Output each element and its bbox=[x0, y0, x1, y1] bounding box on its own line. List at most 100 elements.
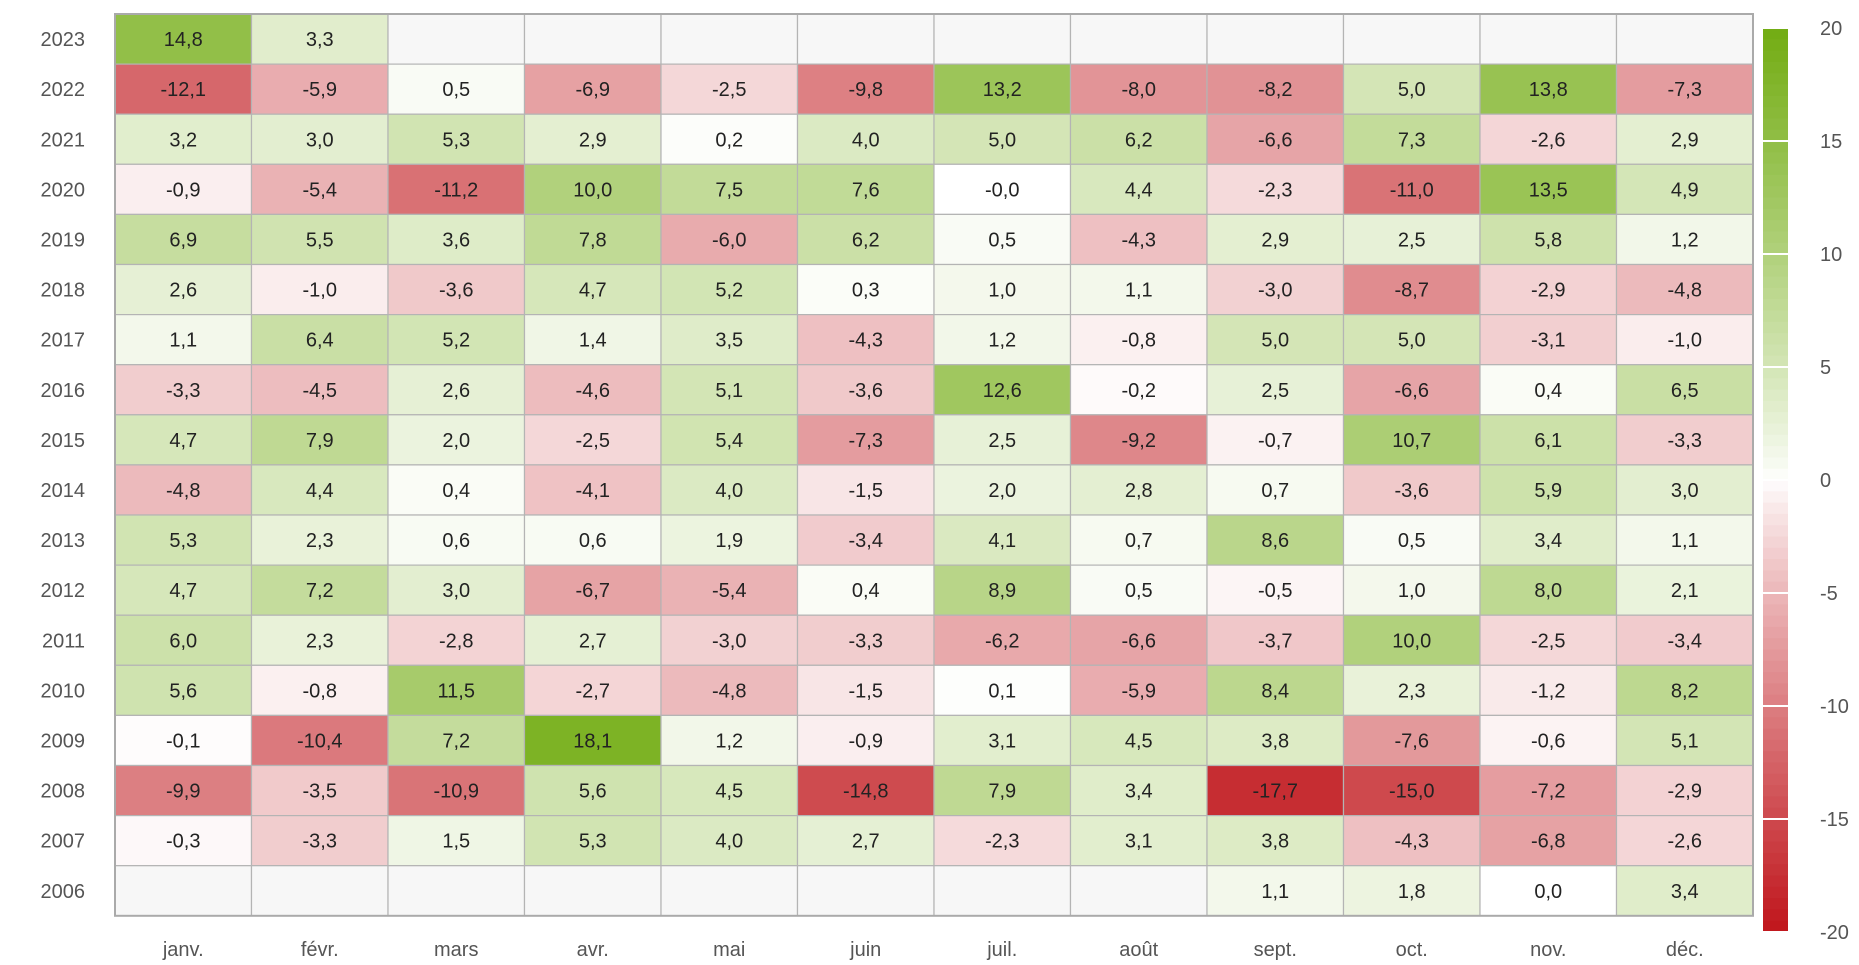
month-label: avr. bbox=[577, 939, 609, 961]
cell-value-label: -3,4 bbox=[849, 530, 883, 552]
cell-value-label: -4,3 bbox=[1395, 831, 1429, 853]
cell-value-label: -0,1 bbox=[166, 730, 200, 752]
cell-value-label: 2,9 bbox=[579, 129, 607, 151]
heatmap-cell bbox=[523, 664, 662, 716]
cell-value-label: 4,4 bbox=[306, 480, 334, 502]
color-scale-segment bbox=[1763, 39, 1788, 52]
cell-value-label: 4,0 bbox=[715, 480, 743, 502]
color-scale-segment bbox=[1763, 593, 1788, 605]
color-scale-tick-label: 0 bbox=[1820, 470, 1831, 492]
heatmap-cell bbox=[523, 614, 662, 666]
heatmap-cell bbox=[660, 113, 799, 165]
cell-value-label: -10,9 bbox=[433, 781, 479, 803]
heatmap-cell bbox=[933, 113, 1072, 165]
month-label: déc. bbox=[1666, 939, 1704, 961]
cell-value-label: 3,2 bbox=[169, 129, 197, 151]
cell-value-label: 18,1 bbox=[573, 730, 612, 752]
cell-value-label: 5,9 bbox=[1534, 480, 1562, 502]
color-scale-segment bbox=[1763, 208, 1788, 221]
month-label: juin bbox=[849, 939, 881, 961]
cell-value-label: 0,6 bbox=[579, 530, 607, 552]
cell-value-label: 7,5 bbox=[715, 179, 743, 201]
cell-value-label: -4,6 bbox=[576, 380, 610, 402]
cell-value-label: 4,5 bbox=[715, 781, 743, 803]
heatmap-cell bbox=[660, 814, 799, 867]
cell-value-label: 2,9 bbox=[1261, 229, 1289, 251]
heatmap-cell bbox=[660, 514, 799, 566]
cell-value-label: 6,5 bbox=[1671, 380, 1699, 402]
color-scale-segment bbox=[1763, 254, 1788, 266]
heatmap-cell bbox=[1342, 714, 1481, 767]
cell-value-label: 3,1 bbox=[1125, 831, 1153, 853]
color-scale-segment bbox=[1763, 141, 1788, 153]
cell-value-label: 3,1 bbox=[988, 730, 1016, 752]
color-scale-segment bbox=[1763, 660, 1788, 673]
cell-value-label: 5,8 bbox=[1534, 229, 1562, 251]
cell-value-label: -0,8 bbox=[303, 680, 337, 702]
cell-value-label: 7,2 bbox=[306, 580, 334, 602]
color-scale-segment bbox=[1763, 265, 1788, 278]
cell-value-label: -7,3 bbox=[1668, 79, 1702, 101]
year-label: 2015 bbox=[41, 430, 86, 452]
cell-value-label: -3,3 bbox=[849, 630, 883, 652]
cell-value-label: 6,2 bbox=[1125, 129, 1153, 151]
cell-value-label: 4,7 bbox=[169, 430, 197, 452]
cell-value-label: 6,9 bbox=[169, 229, 197, 251]
heatmap-cell bbox=[1479, 664, 1618, 716]
cell-value-label: -3,0 bbox=[712, 630, 746, 652]
color-scale-segment bbox=[1763, 581, 1788, 594]
heatmap-cell bbox=[1206, 614, 1345, 666]
color-scale-tick-label: -10 bbox=[1820, 696, 1849, 718]
cell-value-label: 4,9 bbox=[1671, 179, 1699, 201]
heatmap-cell bbox=[1615, 764, 1754, 817]
heatmap-cell bbox=[660, 464, 799, 516]
cell-value-label: -5,4 bbox=[712, 580, 746, 602]
cell-value-label: 5,0 bbox=[1261, 330, 1289, 352]
cell-value-label: -0,2 bbox=[1122, 380, 1156, 402]
cell-value-label: -1,2 bbox=[1531, 680, 1565, 702]
color-scale-segment bbox=[1763, 559, 1788, 571]
cell-value-label: 0,5 bbox=[1125, 580, 1153, 602]
cell-value-label: 6,1 bbox=[1534, 430, 1562, 452]
cell-value-label: 11,5 bbox=[438, 680, 475, 702]
year-axis-labels: 2023 2022 2021 2020 2019 2018 2017 2016 2015 2014… bbox=[41, 29, 86, 903]
heatmap-cell bbox=[114, 364, 253, 416]
cell-value-label: 3,3 bbox=[306, 29, 334, 51]
heatmap-cell bbox=[660, 614, 799, 666]
cell-value-label: 1,0 bbox=[988, 280, 1016, 302]
cell-value-label: 0,0 bbox=[1534, 881, 1562, 903]
heatmap-cell bbox=[1206, 514, 1345, 566]
color-scale-segment bbox=[1763, 739, 1788, 752]
cell-value-label: -4,8 bbox=[712, 680, 746, 702]
heatmap-cell bbox=[523, 364, 662, 416]
cell-value-label: -2,6 bbox=[1668, 831, 1702, 853]
heatmap-cell bbox=[1479, 865, 1618, 917]
cell-value-label: 3,0 bbox=[1671, 480, 1699, 502]
color-scale-tick-label: -5 bbox=[1820, 583, 1838, 605]
year-label: 2022 bbox=[41, 79, 86, 101]
heatmap-cell bbox=[1069, 564, 1208, 616]
color-scale-segment bbox=[1763, 367, 1788, 379]
heatmap-cell bbox=[1342, 564, 1481, 616]
heatmap-cell bbox=[387, 13, 526, 65]
heatmap-cell bbox=[796, 314, 935, 366]
cell-value-label: -5,9 bbox=[1122, 680, 1156, 702]
heatmap-cell bbox=[796, 63, 935, 115]
heatmap-cell bbox=[387, 865, 526, 917]
year-label: 2007 bbox=[41, 831, 86, 853]
color-scale-segment bbox=[1763, 886, 1788, 899]
heatmap-cell bbox=[1206, 564, 1345, 616]
heatmap-cell bbox=[1206, 764, 1345, 817]
heatmap-cell bbox=[523, 314, 662, 366]
cell-value-label: 1,5 bbox=[442, 831, 470, 853]
cell-value-label: 5,2 bbox=[442, 330, 470, 352]
cell-value-label: 14,8 bbox=[164, 29, 203, 51]
cell-value-label: 5,3 bbox=[442, 129, 470, 151]
heatmap-cell bbox=[387, 414, 526, 466]
color-scale-segment bbox=[1763, 502, 1788, 515]
cell-value-label: 8,9 bbox=[988, 580, 1016, 602]
heatmap-cell bbox=[114, 163, 253, 216]
heatmap-cell bbox=[933, 213, 1072, 266]
cell-value-label: 3,6 bbox=[442, 229, 470, 251]
color-scale-segment bbox=[1763, 423, 1788, 436]
